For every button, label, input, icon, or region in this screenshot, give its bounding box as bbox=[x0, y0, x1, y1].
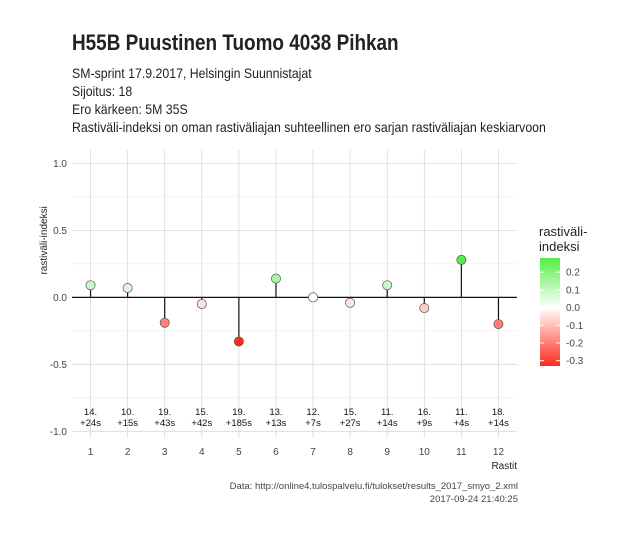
data-point bbox=[419, 303, 430, 314]
legend-tick-label: 0.0 bbox=[566, 303, 580, 314]
x-tick-label: 2 bbox=[125, 447, 131, 458]
point-label-diff: +42s bbox=[191, 418, 212, 429]
data-point bbox=[122, 283, 133, 293]
point-label-rank: 11. bbox=[455, 407, 468, 418]
point-label-rank: 15. bbox=[195, 407, 208, 418]
point-label-diff: +9s bbox=[416, 418, 432, 429]
y-tick-label: -1.0 bbox=[50, 427, 68, 438]
point-label-rank: 16. bbox=[418, 407, 431, 418]
timestamp-caption: 2017-09-24 21:40:25 bbox=[429, 494, 518, 505]
data-point bbox=[85, 280, 96, 291]
point-label-rank: 11. bbox=[381, 407, 394, 418]
point-label-diff: +43s bbox=[154, 418, 175, 429]
y-tick-label: 0.0 bbox=[53, 293, 67, 304]
x-tick-label: 10 bbox=[419, 447, 431, 458]
legend-title-line-1: rastiväli- bbox=[539, 224, 587, 239]
legend: rastiväli-indeksi 0.2 0.1 0.0 -0.1 -0.2 -0.3 bbox=[539, 224, 587, 367]
point-label-diff: +24s bbox=[80, 418, 101, 429]
data-point bbox=[345, 297, 356, 308]
x-tick-label: 1 bbox=[88, 447, 94, 458]
legend-tick-label: 0.2 bbox=[566, 268, 580, 279]
x-tick-label: 7 bbox=[310, 447, 316, 458]
data-point bbox=[196, 299, 207, 309]
subtitle-line-rank: Sijoitus: 18 bbox=[72, 83, 133, 99]
y-tick-label: 1.0 bbox=[53, 159, 67, 170]
x-tick-label: 5 bbox=[236, 447, 242, 458]
point-label-diff: +15s bbox=[117, 418, 138, 429]
axes: -1.0-0.50.00.51.01 2 3 4 5 6 7 8 9 10 11 12Rastitra… bbox=[39, 159, 517, 472]
subtitle-line-gap: Ero kärkeen: 5M 35S bbox=[72, 101, 188, 117]
point-label-rank: 14. bbox=[84, 407, 97, 418]
point-label-diff: +14s bbox=[488, 418, 509, 429]
point-label-rank: 19. bbox=[158, 407, 171, 418]
x-tick-label: 8 bbox=[347, 447, 353, 458]
data-point bbox=[271, 273, 281, 284]
legend-tick-label: -0.1 bbox=[566, 321, 584, 332]
y-axis-title: rastiväli-indeksi bbox=[39, 206, 50, 274]
data-point bbox=[233, 336, 244, 347]
data-point bbox=[456, 254, 467, 265]
data-point bbox=[159, 317, 170, 328]
data-point bbox=[382, 280, 393, 291]
point-label-rank: 18. bbox=[492, 407, 505, 418]
point-label-rank: 19. bbox=[232, 407, 245, 418]
data-point bbox=[493, 319, 504, 330]
x-tick-label: 4 bbox=[199, 447, 205, 458]
legend-tick-label: -0.3 bbox=[566, 356, 584, 367]
point-label-rank: 15. bbox=[344, 407, 357, 418]
x-axis-title: Rastit bbox=[491, 461, 517, 472]
y-tick-label: -0.5 bbox=[50, 360, 68, 371]
x-tick-label: 9 bbox=[384, 447, 390, 458]
subtitle-line-description: Rastiväli-indeksi on oman rastiväliajan … bbox=[72, 119, 546, 135]
point-label-diff: +4s bbox=[454, 418, 470, 429]
data-point bbox=[308, 292, 318, 303]
grid-lines bbox=[72, 150, 517, 438]
point-label-diff: +14s bbox=[377, 418, 398, 429]
x-tick-label: 3 bbox=[162, 447, 168, 458]
legend-tick-label: 0.1 bbox=[566, 285, 580, 296]
source-caption: Data: http://online4.tulospalvelu.fi/tul… bbox=[229, 481, 518, 492]
point-label-diff: +27s bbox=[340, 418, 361, 429]
x-tick-label: 6 bbox=[273, 447, 279, 458]
point-label-diff: +185s bbox=[226, 418, 252, 429]
point-label-rank: 10. bbox=[121, 407, 134, 418]
chart-title: H55B Puustinen Tuomo 4038 Pihkan bbox=[72, 30, 399, 55]
point-label-diff: +13s bbox=[266, 418, 287, 429]
legend-tick-label: -0.2 bbox=[566, 338, 584, 349]
point-label-diff: +7s bbox=[305, 418, 321, 429]
x-tick-label: 11 bbox=[456, 447, 467, 458]
x-tick-label: 12 bbox=[493, 447, 505, 458]
legend-title-line-2: indeksi bbox=[539, 239, 580, 254]
chart-marks bbox=[85, 254, 504, 347]
point-label-rank: 12. bbox=[306, 407, 319, 418]
chart-subtitle: SM-sprint 17.9.2017, Helsingin Suunnista… bbox=[72, 64, 546, 136]
y-tick-label: 0.5 bbox=[53, 226, 67, 237]
legend-colorbar bbox=[540, 258, 560, 366]
point-labels: 14.+24s10.+15s19.+43s15.+42s19.+185s13.+… bbox=[80, 407, 509, 429]
subtitle-line-event: SM-sprint 17.9.2017, Helsingin Suunnista… bbox=[72, 65, 312, 81]
point-label-rank: 13. bbox=[269, 407, 282, 418]
